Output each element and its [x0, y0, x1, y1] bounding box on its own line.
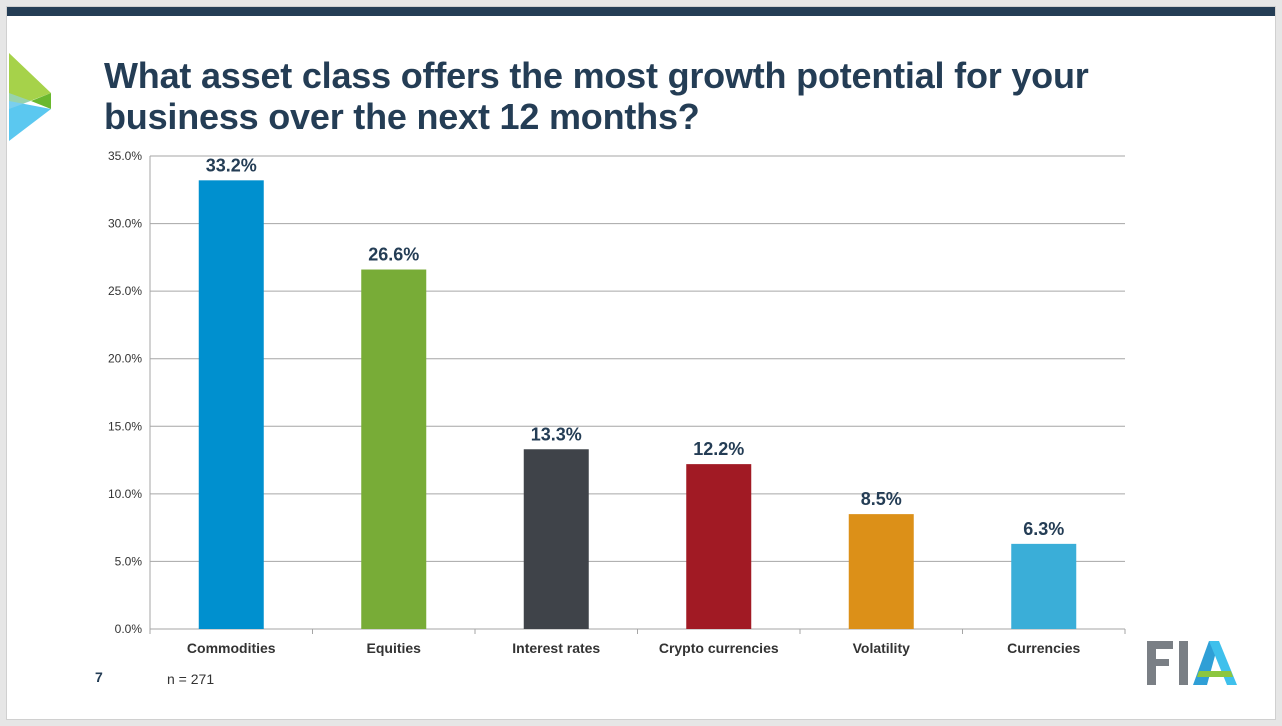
- data-label: 33.2%: [206, 155, 257, 175]
- data-label: 6.3%: [1023, 519, 1064, 539]
- bar: [686, 464, 752, 629]
- y-tick-label: 25.0%: [108, 284, 142, 298]
- bar: [361, 269, 427, 629]
- y-tick-label: 30.0%: [108, 217, 142, 231]
- x-tick-label: Commodities: [187, 640, 276, 656]
- slide: What asset class offers the most growth …: [6, 6, 1276, 720]
- bar: [1011, 543, 1077, 629]
- y-tick-label: 20.0%: [108, 352, 142, 366]
- top-bar: [7, 7, 1275, 16]
- bar: [198, 180, 264, 629]
- x-tick-label: Crypto currencies: [659, 640, 779, 656]
- y-tick-label: 0.0%: [115, 622, 143, 636]
- bar: [523, 449, 589, 629]
- data-label: 8.5%: [861, 489, 902, 509]
- sample-size-note: n = 271: [167, 671, 215, 687]
- x-tick-label: Currencies: [1007, 640, 1080, 656]
- y-tick-label: 5.0%: [115, 554, 143, 568]
- x-tick-label: Interest rates: [512, 640, 600, 656]
- y-tick-label: 35.0%: [108, 149, 142, 163]
- fia-logo: [1147, 641, 1237, 685]
- bar: [848, 514, 914, 629]
- data-label: 26.6%: [368, 245, 419, 265]
- x-tick-label: Volatility: [853, 640, 911, 656]
- brand-chevron-icon: [9, 53, 51, 141]
- y-tick-label: 15.0%: [108, 419, 142, 433]
- x-tick-label: Equities: [367, 640, 422, 656]
- slide-number: 7: [95, 669, 103, 685]
- page-title: What asset class offers the most growth …: [104, 55, 1089, 137]
- data-label: 13.3%: [531, 424, 582, 444]
- y-tick-label: 10.0%: [108, 487, 142, 501]
- bar-chart: 0.0% 5.0% 10.0% 15.0% 20.0% 25.0% 30.0% 35.0% 33…: [108, 149, 1126, 656]
- data-label: 12.2%: [693, 439, 744, 459]
